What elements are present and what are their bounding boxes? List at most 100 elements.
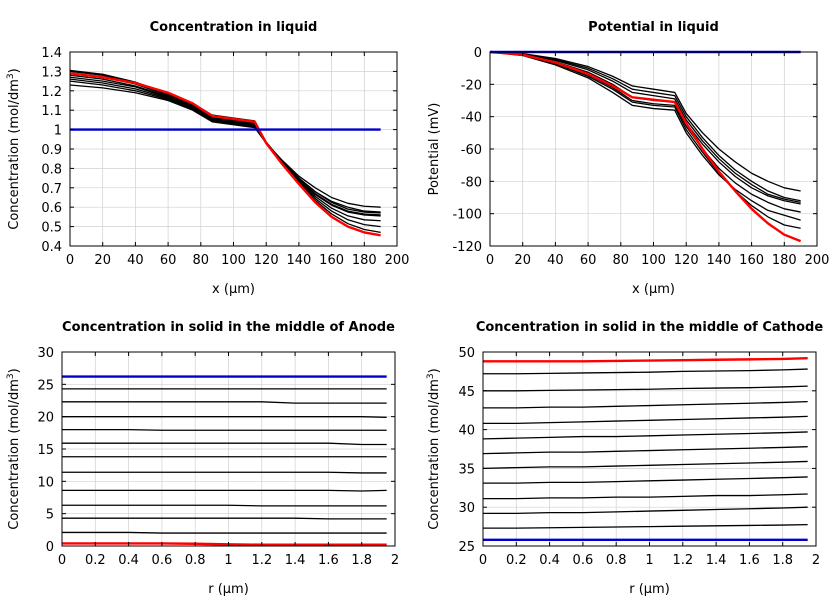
y-tick-label: 0.4 bbox=[41, 240, 62, 255]
x-tick-label: 0.8 bbox=[185, 553, 206, 568]
x-tick-label: 0.2 bbox=[506, 553, 527, 568]
x-axis-label: r (µm) bbox=[629, 582, 670, 597]
y-tick-label: 0 bbox=[46, 540, 54, 555]
series-line-7 bbox=[62, 428, 387, 431]
chart-title: Concentration in liquid bbox=[150, 20, 318, 35]
series-line-3 bbox=[69, 76, 381, 216]
chart-title: Concentration in solid in the middle of … bbox=[476, 320, 824, 335]
x-tick-label: 180 bbox=[352, 253, 377, 268]
y-axis-label-base: Concentration (mol/dm bbox=[7, 79, 22, 230]
x-tick-label: 1 bbox=[224, 553, 232, 568]
x-tick-label: 160 bbox=[739, 253, 764, 268]
x-tick-label: 160 bbox=[319, 253, 344, 268]
x-axis-label: r (µm) bbox=[208, 582, 249, 597]
series-line-5 bbox=[489, 51, 801, 221]
series-line-2 bbox=[69, 78, 381, 214]
x-tick-label: 1.8 bbox=[351, 553, 372, 568]
series-line-2 bbox=[489, 51, 801, 203]
x-tick-label: 120 bbox=[674, 253, 699, 268]
series-line-3 bbox=[62, 489, 387, 492]
series-line-6 bbox=[482, 431, 808, 440]
y-tick-label: 0.9 bbox=[41, 143, 62, 158]
y-tick-label: 10 bbox=[37, 475, 54, 490]
x-tick-label: 0 bbox=[486, 253, 494, 268]
series-line-0 bbox=[62, 531, 387, 534]
series-line-7 bbox=[69, 69, 381, 234]
y-tick-label: 20 bbox=[37, 411, 54, 426]
x-tick-label: 1.6 bbox=[739, 553, 760, 568]
x-tick-label: 0 bbox=[58, 553, 66, 568]
y-tick-label: 1.4 bbox=[41, 46, 62, 61]
y-tick-label: 45 bbox=[458, 385, 475, 400]
y-tick-label: 1.1 bbox=[41, 104, 62, 119]
series-line-8 bbox=[483, 401, 808, 409]
y-tick-label: 25 bbox=[458, 540, 475, 555]
y-axis-label-close: ) bbox=[7, 68, 22, 73]
series-line-4 bbox=[69, 74, 381, 217]
x-tick-label: 2 bbox=[391, 553, 399, 568]
x-tick-label: 0.6 bbox=[152, 553, 173, 568]
x-tick-label: 1 bbox=[645, 553, 653, 568]
x-tick-label: 1.4 bbox=[285, 553, 306, 568]
y-tick-label: -40 bbox=[461, 111, 482, 126]
x-tick-label: 60 bbox=[160, 253, 177, 268]
y-tick-label: 5 bbox=[46, 508, 54, 523]
series-line-0 bbox=[69, 84, 381, 208]
y-axis-label-superscript: 3 bbox=[6, 373, 16, 379]
y-tick-label: -80 bbox=[461, 175, 482, 190]
series-line-7 bbox=[483, 415, 808, 425]
x-tick-label: 0 bbox=[66, 253, 74, 268]
x-tick-label: 140 bbox=[286, 253, 311, 268]
y-tick-label: 40 bbox=[458, 424, 475, 439]
y-tick-label: 0.8 bbox=[41, 162, 62, 177]
y-tick-label: 1.3 bbox=[41, 65, 62, 80]
series-line-3 bbox=[483, 476, 808, 484]
x-tick-label: 80 bbox=[193, 253, 210, 268]
series-line-0 bbox=[489, 51, 801, 192]
series-line-9 bbox=[62, 401, 387, 404]
x-axis-label: x (µm) bbox=[212, 282, 255, 297]
y-axis-label: Potential (mV) bbox=[427, 103, 442, 196]
y-axis-label-close: ) bbox=[427, 368, 442, 373]
series-line-11 bbox=[62, 542, 387, 546]
series-line-8 bbox=[69, 72, 381, 237]
series-line-4 bbox=[482, 460, 808, 470]
x-tick-label: 1.2 bbox=[672, 553, 693, 568]
y-axis-label: Concentration (mol/dm3) bbox=[6, 68, 22, 230]
x-tick-label: 0.2 bbox=[85, 553, 106, 568]
x-tick-label: 1.6 bbox=[318, 553, 339, 568]
chart-title: Concentration in solid in the middle of … bbox=[62, 320, 395, 335]
y-tick-label: 35 bbox=[458, 462, 475, 477]
series-line-1 bbox=[69, 80, 381, 213]
chart-title: Potential in liquid bbox=[588, 20, 719, 35]
x-axis-label: x (µm) bbox=[632, 282, 675, 297]
chart-potential-liquid: 0 20 40 60 80 100 120 140 160 180 200 -120 -100 -80 -6… bbox=[427, 20, 829, 297]
x-tick-label: 20 bbox=[94, 253, 111, 268]
x-tick-label: 60 bbox=[580, 253, 597, 268]
y-tick-label: 0.5 bbox=[41, 221, 62, 236]
series-line-2 bbox=[483, 493, 808, 500]
y-tick-label: -20 bbox=[461, 78, 482, 93]
x-tick-label: 1.4 bbox=[706, 553, 727, 568]
series-line-1 bbox=[483, 506, 808, 515]
series-line-10 bbox=[483, 368, 808, 375]
x-tick-label: 0.6 bbox=[573, 553, 594, 568]
x-tick-label: 20 bbox=[514, 253, 531, 268]
x-tick-label: 200 bbox=[385, 253, 410, 268]
chart-concentration-solid-cathode: 0 0.2 0.4 0.6 0.8 1 1.2 1.4 1.6 1.8 2253035404550C… bbox=[426, 320, 823, 597]
x-tick-label: 100 bbox=[641, 253, 666, 268]
x-tick-label: 2 bbox=[812, 553, 820, 568]
x-tick-label: 120 bbox=[254, 253, 279, 268]
y-axis-label-base: Concentration (mol/dm bbox=[7, 379, 22, 530]
y-tick-label: 1.2 bbox=[41, 85, 62, 100]
x-tick-label: 140 bbox=[706, 253, 731, 268]
x-tick-label: 200 bbox=[805, 253, 830, 268]
y-tick-label: 0.6 bbox=[41, 201, 62, 216]
y-axis-label-base: Concentration (mol/dm bbox=[427, 379, 442, 530]
y-axis-label-base: Potential (mV) bbox=[427, 103, 442, 196]
y-tick-label: -60 bbox=[461, 143, 482, 158]
x-tick-label: 0 bbox=[479, 553, 487, 568]
x-tick-label: 40 bbox=[547, 253, 564, 268]
y-tick-label: -100 bbox=[452, 208, 482, 223]
